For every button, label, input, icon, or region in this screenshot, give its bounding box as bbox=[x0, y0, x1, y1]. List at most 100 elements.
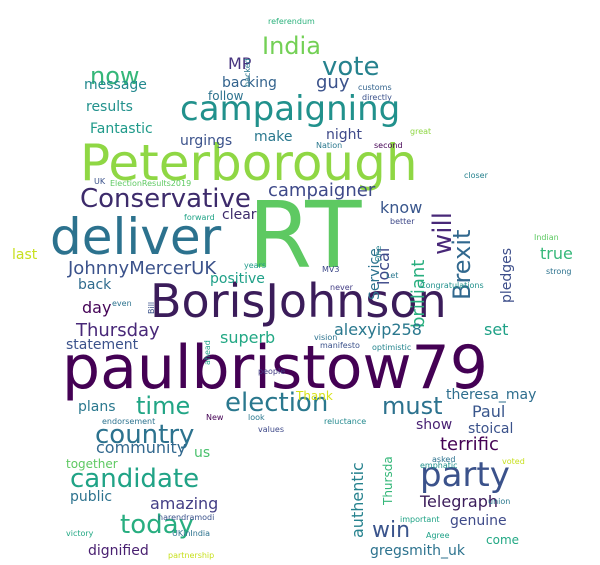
word-set: set bbox=[484, 320, 509, 339]
word-ahead: ahead bbox=[203, 340, 212, 365]
word-forward: forward bbox=[184, 213, 215, 222]
word-last: last bbox=[12, 247, 38, 263]
word-us: us bbox=[194, 445, 211, 461]
word-election: election bbox=[225, 388, 329, 418]
word-deliver: deliver bbox=[50, 208, 222, 266]
word-endorsement: endorsement bbox=[102, 417, 156, 426]
word-india: India bbox=[262, 32, 321, 60]
word-thank: Thank bbox=[296, 389, 333, 403]
word-telegraph: Telegraph bbox=[420, 492, 499, 511]
word-make: make bbox=[254, 129, 293, 145]
word-campaigning: campaigning bbox=[180, 89, 401, 129]
word-together: together bbox=[66, 457, 118, 471]
word-voted: voted bbox=[502, 457, 525, 466]
word-directly: directly bbox=[362, 93, 392, 102]
word-true: true bbox=[540, 244, 573, 263]
word-stoical: stoical bbox=[468, 421, 514, 437]
word-victory: victory bbox=[66, 529, 94, 538]
word-electionresults2019: ElectionResults2019 bbox=[110, 179, 192, 188]
word-narendramodi: narendramodi bbox=[158, 513, 215, 522]
word-congratulations: Congratulations bbox=[420, 281, 484, 290]
word-johnnymerceruk: JohnnyMercerUK bbox=[68, 258, 217, 279]
word-agree: Agree bbox=[426, 531, 450, 540]
word-thursday: Thursday bbox=[76, 320, 160, 341]
word-paul: Paul bbox=[472, 402, 506, 421]
word-urgings: urgings bbox=[180, 133, 233, 149]
word-dignified: dignified bbox=[88, 543, 149, 559]
word-manifesto: manifesto bbox=[320, 341, 360, 350]
word-even: even bbox=[112, 299, 132, 308]
word-win: win bbox=[372, 518, 411, 543]
word-fantastic: Fantastic bbox=[90, 121, 153, 137]
word-values: values bbox=[258, 425, 285, 434]
word-bill: Bill bbox=[147, 301, 156, 314]
word-rt: RT bbox=[248, 182, 362, 289]
word-results: results bbox=[86, 99, 133, 115]
word-second: second bbox=[374, 141, 403, 150]
word-asked: asked bbox=[432, 455, 456, 464]
word-follow: follow bbox=[208, 89, 244, 103]
word-backing: backing bbox=[222, 75, 277, 91]
word-nation: Nation bbox=[316, 141, 343, 150]
word-brilliant: brilliant bbox=[408, 259, 429, 328]
word-look: look bbox=[248, 413, 265, 422]
word-partnership: partnership bbox=[168, 551, 215, 560]
word-ukinindia: UKinIndia bbox=[172, 529, 211, 538]
word-positive: positive bbox=[210, 271, 265, 287]
word-vote: vote bbox=[322, 52, 380, 82]
word-indian: Indian bbox=[534, 233, 559, 242]
word-important: important bbox=[400, 515, 440, 524]
word-superb: superb bbox=[220, 328, 276, 347]
word-today: today bbox=[120, 510, 194, 540]
word-amazing: amazing bbox=[150, 494, 219, 513]
word-time: time bbox=[136, 392, 191, 420]
word-uk: UK bbox=[94, 177, 106, 186]
word-candidate: candidate bbox=[70, 464, 200, 494]
word-thursda: Thursda bbox=[381, 456, 395, 505]
word-show: show bbox=[416, 417, 453, 433]
word-strong: strong bbox=[546, 267, 572, 276]
word-years: years bbox=[244, 261, 267, 270]
word-terrific: terrific bbox=[440, 434, 499, 455]
word-pledges: pledges bbox=[499, 247, 515, 303]
word-community: community bbox=[96, 438, 187, 457]
word-guy: guy bbox=[316, 72, 350, 93]
word-great: great bbox=[410, 127, 432, 136]
word-day: day bbox=[82, 298, 112, 317]
word-mv3: MV3 bbox=[322, 265, 340, 274]
word-genuine: genuine bbox=[450, 513, 507, 529]
word-come: come bbox=[486, 533, 520, 547]
word-clear: clear bbox=[222, 207, 257, 223]
word-back: back bbox=[78, 277, 112, 293]
word-one: One bbox=[374, 245, 383, 262]
word-backed: backed bbox=[243, 58, 252, 87]
word-alexyip258: alexyip258 bbox=[334, 320, 422, 339]
word-country: country bbox=[95, 420, 195, 450]
word-plans: plans bbox=[78, 399, 116, 415]
word-better: better bbox=[390, 217, 415, 226]
word-will: will bbox=[428, 212, 458, 255]
word-emphatic: emphatic bbox=[420, 461, 458, 470]
word-mp: MP bbox=[228, 54, 252, 73]
word-reluctance: reluctance bbox=[324, 417, 367, 426]
word-paulbristow79: paulbristow79 bbox=[62, 333, 488, 403]
word-message: message bbox=[84, 77, 147, 93]
word-closer: closer bbox=[464, 171, 488, 180]
word-know: know bbox=[380, 198, 423, 217]
word-campaigner: campaigner bbox=[268, 180, 376, 201]
word-conservative: Conservative bbox=[80, 184, 251, 214]
word-referendum: referendum bbox=[268, 17, 315, 26]
word-vision: vision bbox=[314, 333, 338, 342]
word-gregsmith_uk: gregsmith_uk bbox=[370, 543, 465, 559]
word-theresa_may: theresa_may bbox=[446, 387, 537, 403]
word-now: now bbox=[90, 62, 140, 90]
word-peterborough: Peterborough bbox=[80, 134, 418, 192]
word-public: public bbox=[70, 489, 113, 505]
word-let: Let bbox=[386, 271, 399, 280]
word-borisjohnson: BorisJohnson bbox=[150, 274, 447, 328]
word-optimistic: optimistic bbox=[372, 343, 412, 352]
word-new: New bbox=[206, 413, 224, 422]
word-night: night bbox=[326, 127, 363, 143]
word-never: never bbox=[330, 283, 353, 292]
